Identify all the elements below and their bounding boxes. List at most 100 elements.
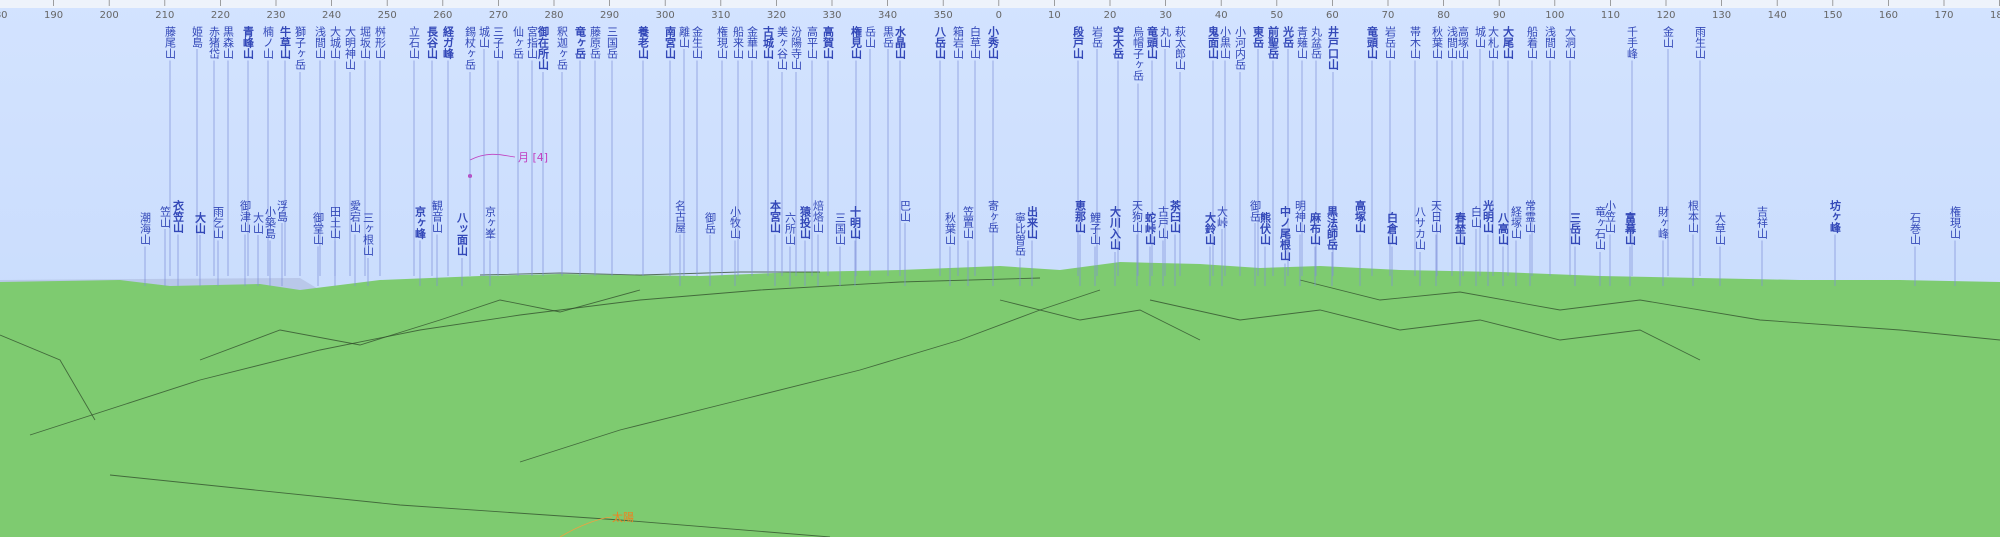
ridge xyxy=(109,474,831,537)
mountain-label: 春埜山 xyxy=(1454,211,1468,246)
mountain-label: 千手峰 xyxy=(1626,26,1639,59)
mountain-label: 猿投山 xyxy=(799,205,813,240)
mountain-label: 愛宕山 xyxy=(349,200,362,233)
mountain-label: 田土山 xyxy=(329,206,342,239)
mountain-label: 帯木山 xyxy=(1409,26,1422,59)
scale-label: 140 xyxy=(1768,10,1787,21)
mountain-label: 権現山 xyxy=(716,25,729,59)
mountain-label: 立石山 xyxy=(408,25,421,59)
mountain-label: 石巻山 xyxy=(1909,212,1922,245)
mountain-label: 三岳山 xyxy=(1569,212,1582,246)
mountain-label: 白草山 xyxy=(969,25,982,59)
mountain-label: 青薙山 xyxy=(1296,26,1309,59)
scale-label: 110 xyxy=(1601,10,1620,21)
mountain-label: 京ヶ峰 xyxy=(414,205,427,240)
scale-label: 180 xyxy=(0,10,8,21)
mountain-label: 養老山 xyxy=(637,25,651,60)
mountain-label: 名古屋 xyxy=(674,199,687,234)
mountain-label: 浅間山 xyxy=(1446,26,1459,59)
scale-label: 220 xyxy=(211,10,230,21)
mountain-label: 出来山 xyxy=(1026,205,1040,240)
mountain-label: 岩岳 xyxy=(1091,25,1104,48)
mountain-label: 中ノ尾根山 xyxy=(1279,205,1293,262)
ridge xyxy=(199,289,641,361)
scale-label: 80 xyxy=(1437,10,1450,21)
ridge xyxy=(1149,299,1701,361)
scale-label: 90 xyxy=(1493,10,1506,21)
mountain-label: 御岳 xyxy=(1249,199,1262,222)
mountain-label: 高賀山 xyxy=(822,25,836,60)
mountain-label: 御津山 xyxy=(239,199,252,233)
mountain-label: 三ヶ根山 xyxy=(362,212,375,256)
ridge xyxy=(479,271,820,276)
mountain-label: 萩太郎山 xyxy=(1174,26,1187,70)
mountain-label: 藤尾山 xyxy=(164,26,177,59)
mountain-label: 楠ノ山 xyxy=(262,25,275,59)
mountain-label: 六所山 xyxy=(784,212,797,245)
scale-label: 0 xyxy=(996,10,1002,21)
mountain-label: 獅子ヶ岳 xyxy=(294,25,307,70)
mountain-label: 岩岳山 xyxy=(1384,25,1397,59)
mountain-label: 蛇峠山 xyxy=(1144,211,1157,246)
scale-label: 250 xyxy=(378,10,397,21)
mountain-label: 小秀山 xyxy=(987,25,1001,60)
mountain-label: 長谷山 xyxy=(426,26,439,60)
mountain-label: 坊ヶ峰 xyxy=(1829,199,1842,234)
mountain-label: 離山 xyxy=(678,25,691,48)
mountain-label: 小牧山 xyxy=(729,206,742,239)
scale-label: 260 xyxy=(433,10,452,21)
mountain-label: 小河内岳 xyxy=(1234,26,1247,70)
mountain-label: 鯉子山 xyxy=(1089,211,1102,245)
scale-bar xyxy=(0,0,2000,8)
mountain-label: 財ヶ峰 xyxy=(1657,205,1670,239)
moon-label: 月 [4] xyxy=(518,151,548,164)
mountain-label: 光明山 xyxy=(1482,199,1496,234)
scale-label: 270 xyxy=(489,10,508,21)
mountain-label: 三国山 xyxy=(834,212,847,245)
ridge xyxy=(1299,279,2000,341)
scale-label: 320 xyxy=(767,10,786,21)
mountain-label: 高平山 xyxy=(806,25,819,59)
scale-label: 310 xyxy=(711,10,730,21)
mountain-label: 井戸口山 xyxy=(1327,25,1340,71)
mountain-label: 竜ヶ岳 xyxy=(574,25,587,59)
mountain-label: 大峠 xyxy=(1216,205,1229,229)
mountain-label: 天日山 xyxy=(1430,200,1443,233)
mountain-label: 小笠山 xyxy=(1604,200,1617,233)
mountain-label: 美ヶ谷山 xyxy=(776,26,789,70)
mountain-label: 藤原岳 xyxy=(589,26,602,59)
mountain-label: 城山 xyxy=(1474,26,1487,48)
mountain-label: 京ヶ峯 xyxy=(484,205,497,240)
scale-label: 330 xyxy=(822,10,841,21)
mountain-label: 釈迦ヶ岳 xyxy=(556,26,569,70)
mountain-label: 鬼面山 xyxy=(1207,25,1220,60)
scale-label: 40 xyxy=(1215,10,1228,21)
mountain-label: 三子山 xyxy=(492,26,505,59)
mountain-label: 御在所山 xyxy=(537,25,551,71)
mountain-label: 八高山 xyxy=(1497,212,1511,246)
mountain-label: 段戸山 xyxy=(1072,25,1085,60)
mountain-label: 大札山 xyxy=(1487,25,1500,59)
mountain-label: 権現山 xyxy=(1949,205,1962,239)
mountain-label: 高塚山 xyxy=(1354,199,1367,234)
mountain-label: 大鈴山 xyxy=(1204,211,1217,246)
mountain-label: 衣笠山 xyxy=(172,199,186,234)
mountain-label: 水晶山 xyxy=(894,25,907,60)
mountain-label: 秋葉山 xyxy=(1431,25,1444,59)
mountain-label: 金生山 xyxy=(691,25,704,59)
mountain-label: 大明神山 xyxy=(344,25,357,70)
mountain-label: 小築島 xyxy=(264,206,277,240)
mountain-label: 笠置山 xyxy=(962,205,975,239)
mountain-label: 茶臼山 xyxy=(1169,199,1183,234)
mountain-label: 常霊山 xyxy=(1524,200,1537,233)
mountain-label: 十明山 xyxy=(849,205,862,240)
ridge xyxy=(0,334,96,421)
mountain-label: 竜頭山 xyxy=(1366,25,1379,60)
sun-label: 太陽 xyxy=(612,511,634,524)
mountain-label: 大洞山 xyxy=(1564,25,1577,59)
mountain-label: 高塚山 xyxy=(1457,25,1470,59)
scale-label: 300 xyxy=(656,10,675,21)
mountain-label: 大山 xyxy=(194,211,207,235)
mountain-label: 潮海山 xyxy=(139,211,152,245)
